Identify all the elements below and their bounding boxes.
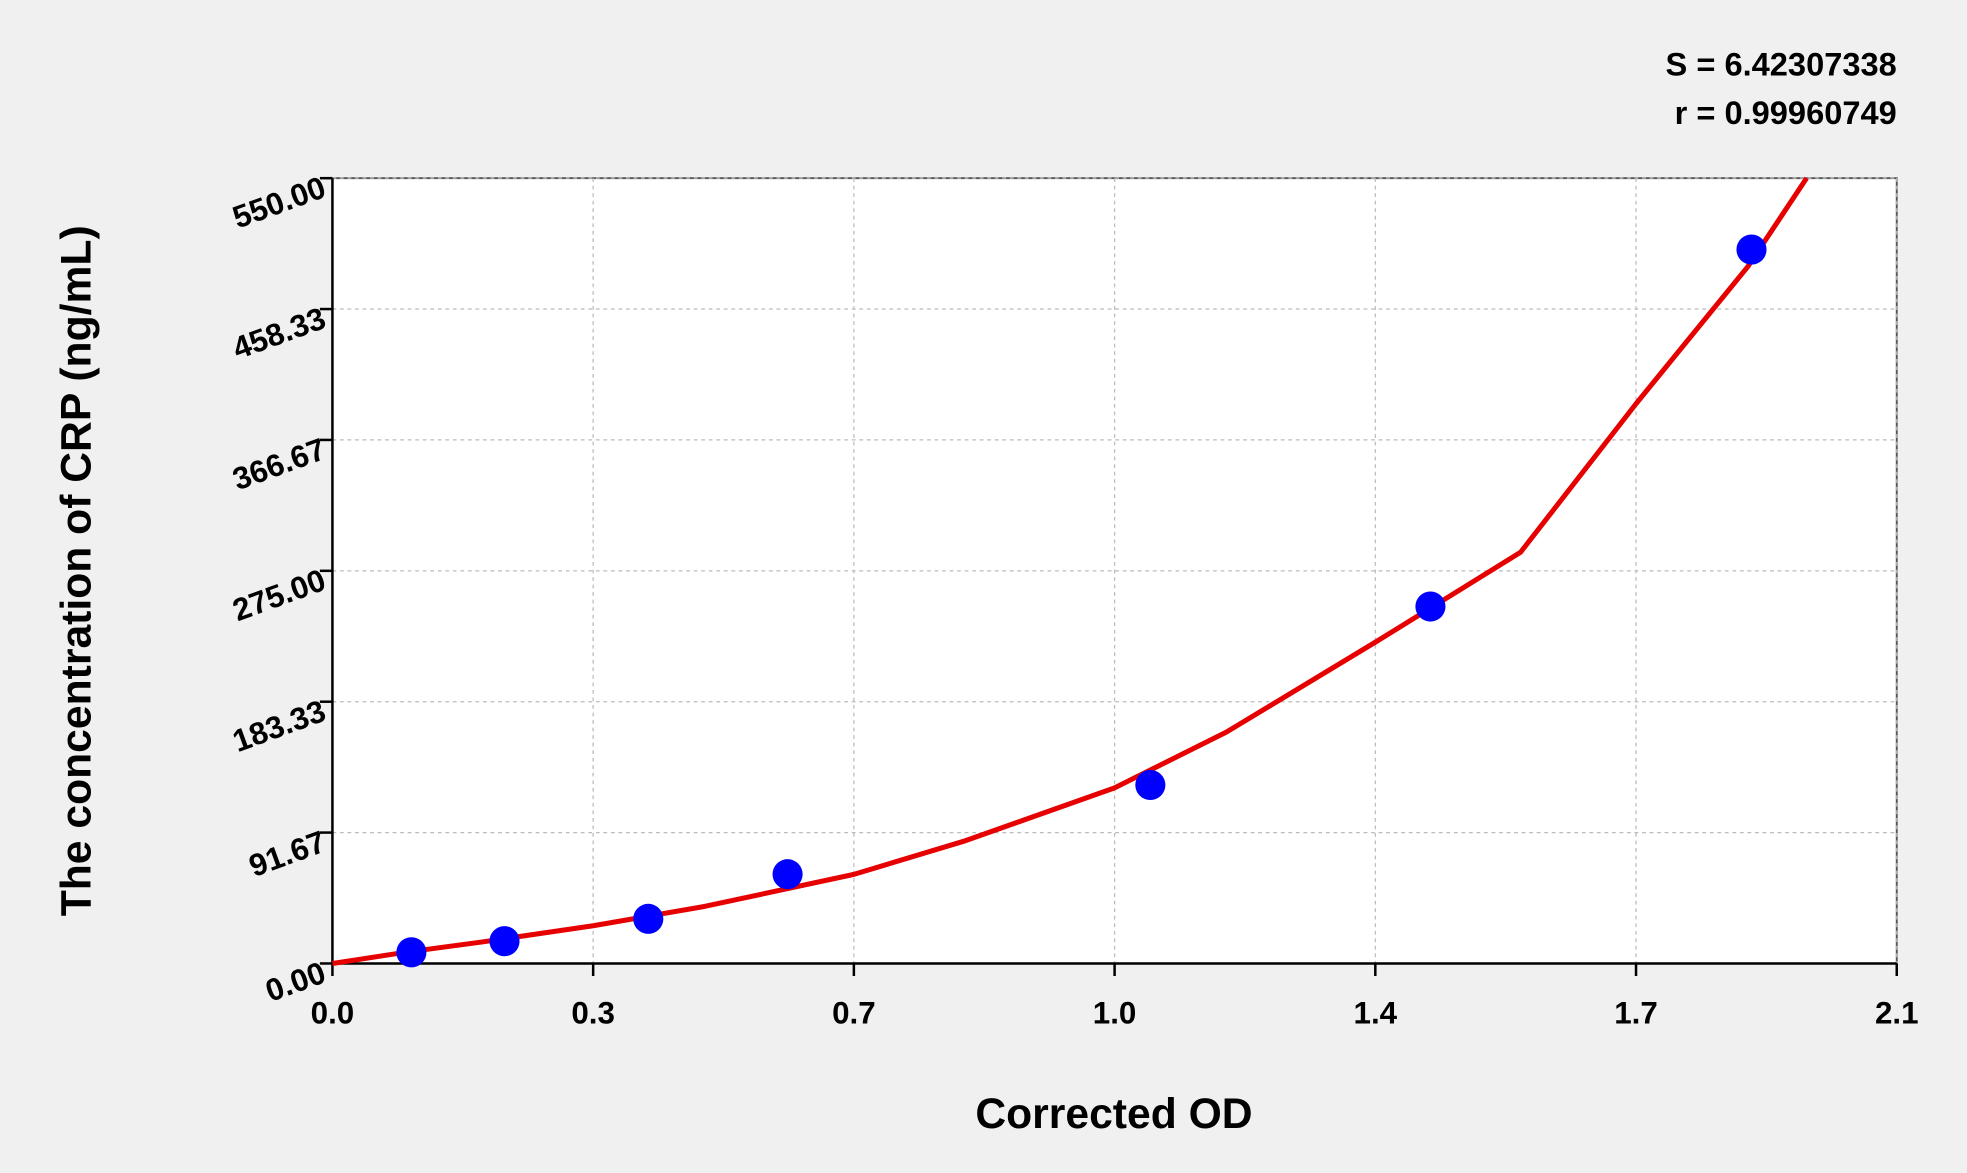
data-point	[1415, 591, 1446, 622]
data-point	[1135, 769, 1166, 801]
x-tick-label: 0.0	[311, 996, 355, 1031]
annotation: S = 6.42307338	[1666, 45, 1897, 82]
x-axis-title: Corrected OD	[975, 1090, 1252, 1138]
data-point	[633, 903, 664, 934]
data-point	[1736, 234, 1767, 265]
data-point	[489, 926, 520, 957]
x-tick-label: 1.4	[1354, 996, 1398, 1031]
x-tick-label: 1.7	[1614, 996, 1658, 1031]
x-tick-label: 2.1	[1875, 996, 1919, 1031]
y-axis-title: The concentration of CRP (ng/mL)	[52, 225, 100, 916]
x-tick-label: 1.0	[1093, 996, 1137, 1031]
data-point	[772, 859, 803, 890]
annotation: r = 0.99960749	[1675, 94, 1897, 131]
x-tick-label: 0.7	[832, 996, 876, 1031]
data-point	[396, 937, 427, 968]
x-tick-label: 0.3	[571, 996, 615, 1031]
